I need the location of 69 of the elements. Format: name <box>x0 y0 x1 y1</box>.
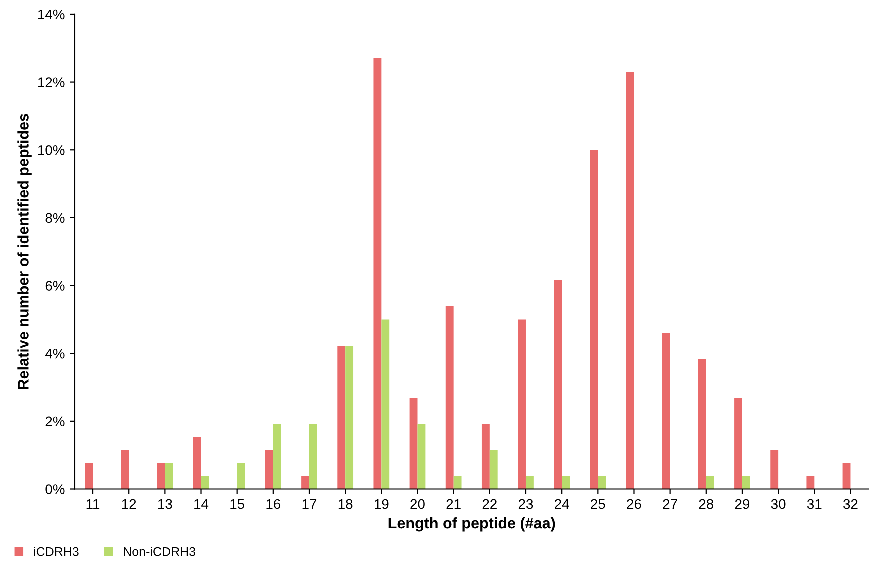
bar <box>526 476 534 490</box>
x-tick-label: 29 <box>735 499 750 510</box>
bar <box>302 476 310 490</box>
bar <box>626 72 634 490</box>
y-tick-label: 14% <box>38 10 65 20</box>
x-tick-label: 16 <box>266 499 281 510</box>
x-axis-title: Length of peptide (#aa) <box>388 517 556 532</box>
bar <box>770 450 779 490</box>
x-tick-label: 28 <box>699 499 714 510</box>
bar <box>562 476 570 490</box>
bar <box>842 463 851 490</box>
bar <box>518 320 526 490</box>
bar <box>310 424 318 490</box>
bar <box>482 424 490 490</box>
x-tick-label: 25 <box>591 499 606 510</box>
legend-label: Non-iCDRH3 <box>124 547 196 556</box>
bar <box>157 463 166 490</box>
x-tick-label: 22 <box>482 499 497 510</box>
y-tick-label: 12% <box>38 78 65 88</box>
bar <box>590 150 598 490</box>
bar <box>273 424 282 490</box>
bar <box>410 398 418 490</box>
bar <box>734 398 742 490</box>
x-tick-label: 12 <box>122 499 136 510</box>
bar <box>454 476 462 490</box>
y-tick-label: 8% <box>46 213 65 224</box>
bar <box>237 463 246 490</box>
x-tick-label: 13 <box>158 499 172 510</box>
x-tick-label: 15 <box>230 499 244 510</box>
x-tick-label: 21 <box>446 499 461 510</box>
bar <box>742 476 750 490</box>
bar <box>265 450 274 490</box>
x-tick-label: 17 <box>302 499 317 510</box>
legend-label: iCDRH3 <box>34 547 79 556</box>
bar <box>165 463 174 490</box>
bar <box>598 476 606 490</box>
bar <box>418 424 426 490</box>
x-tick-label: 24 <box>555 499 570 510</box>
y-tick-label: 0% <box>46 484 65 494</box>
x-tick-label: 11 <box>86 499 100 510</box>
x-tick-label: 27 <box>663 499 678 510</box>
x-tick-label: 18 <box>338 499 353 510</box>
x-tick-label: 31 <box>807 499 822 510</box>
x-tick-label: 20 <box>410 499 425 510</box>
bar <box>662 333 670 490</box>
x-tick-label: 23 <box>518 499 534 510</box>
bar <box>346 346 354 490</box>
bar <box>85 463 94 490</box>
bar <box>382 320 390 490</box>
x-tick-label: 26 <box>627 499 642 510</box>
y-tick-label: 10% <box>38 145 65 156</box>
x-tick-label: 14 <box>194 499 209 510</box>
bar <box>554 280 562 490</box>
x-tick-label: 19 <box>375 499 389 510</box>
bar <box>193 437 202 490</box>
y-tick-label: 2% <box>46 416 65 427</box>
x-tick-label: 30 <box>771 499 786 510</box>
bar <box>121 450 130 490</box>
x-tick-label: 32 <box>844 499 858 510</box>
bar <box>374 58 382 490</box>
bar <box>698 359 706 490</box>
y-tick-label: 6% <box>46 281 65 291</box>
bar <box>446 306 454 490</box>
bar <box>806 476 815 490</box>
y-axis-title: Relative number of identified peptides <box>18 114 32 390</box>
bar <box>706 476 714 490</box>
bar <box>490 450 498 490</box>
bar <box>338 346 346 490</box>
y-tick-label: 4% <box>45 349 65 359</box>
